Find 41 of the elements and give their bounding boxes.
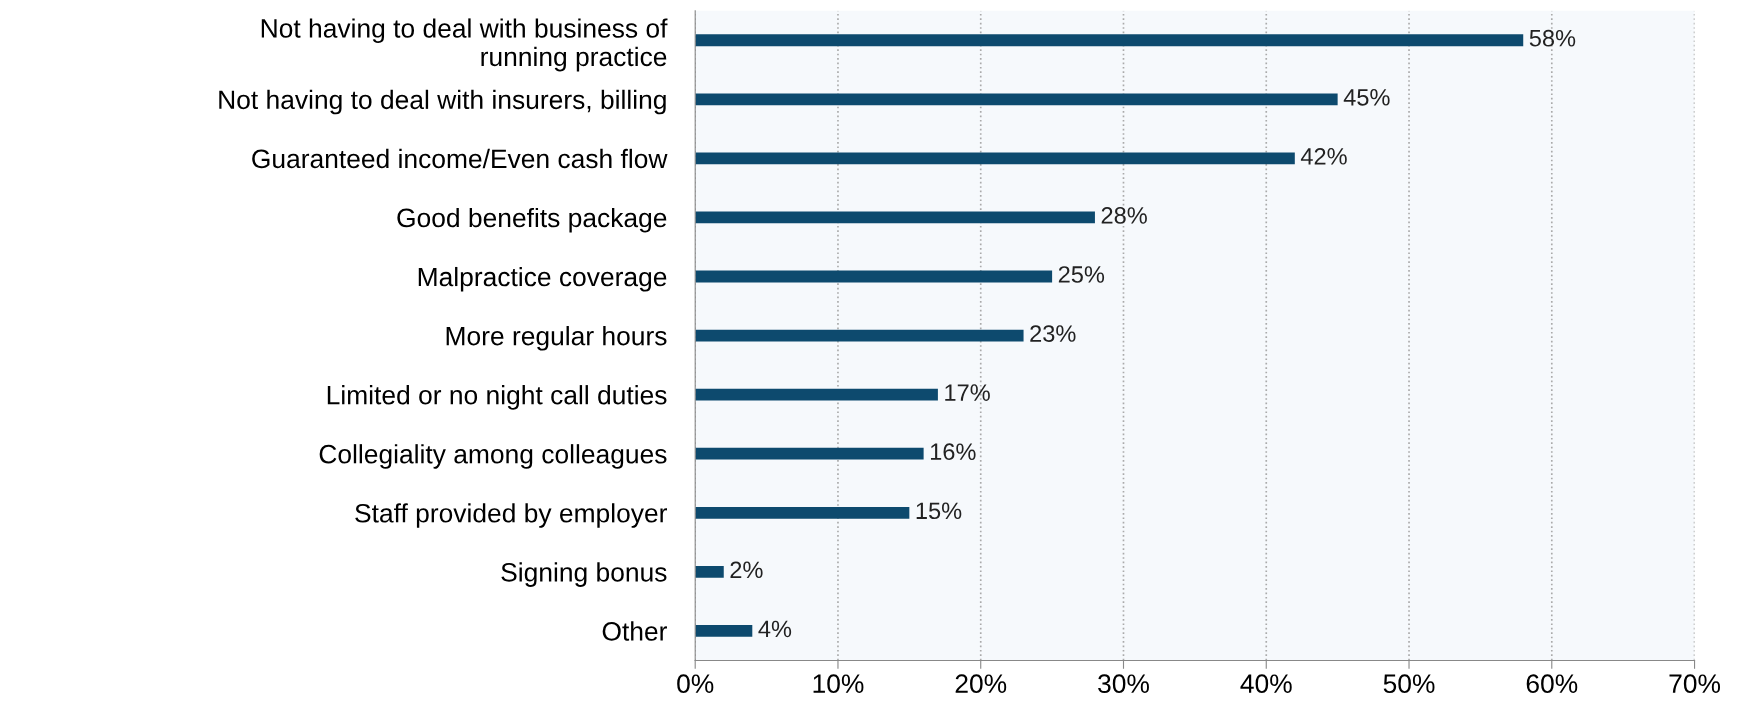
x-tick-label: 0% xyxy=(677,674,714,694)
bar xyxy=(695,211,1095,224)
y-tick-label: Guaranteed income/Even cash flow xyxy=(252,148,668,169)
bar xyxy=(695,93,1338,106)
data-label: 28% xyxy=(1101,207,1147,224)
x-tick-label: 60% xyxy=(1526,674,1578,694)
bar xyxy=(695,565,724,578)
y-tick-label: Collegiality among colleagues xyxy=(319,444,667,469)
y-tick-label: More regular hours xyxy=(446,326,667,351)
data-label: 58% xyxy=(1529,29,1576,47)
x-tick-label: 30% xyxy=(1098,674,1149,694)
y-tick-label: Staff provided by employer xyxy=(355,503,668,528)
data-label: 15% xyxy=(916,502,962,520)
x-tick-label: 40% xyxy=(1240,674,1292,694)
bar xyxy=(695,625,753,637)
data-label: 42% xyxy=(1300,148,1347,165)
bar xyxy=(695,447,924,460)
bar xyxy=(695,329,1024,342)
bar xyxy=(695,388,938,401)
x-tick-label: 20% xyxy=(955,674,1007,694)
y-tick-label: Not having to deal with insurers, billing xyxy=(219,89,666,115)
data-label: 17% xyxy=(945,384,990,401)
y-tick-label: Signing bonus xyxy=(501,562,667,587)
data-label: 25% xyxy=(1058,266,1105,283)
y-tick-label: Not having to deal with business of running practice xyxy=(261,18,668,72)
y-tick-label: Limited or no night call duties xyxy=(327,385,667,410)
data-label: 4% xyxy=(758,620,792,638)
x-tick-label: 70% xyxy=(1669,674,1721,694)
data-label: 45% xyxy=(1343,89,1390,106)
data-label: 2% xyxy=(730,561,763,579)
bar xyxy=(695,506,910,519)
bar xyxy=(695,152,1295,165)
data-label: 23% xyxy=(1030,325,1076,342)
y-tick-label: Good benefits package xyxy=(397,207,667,233)
bar xyxy=(695,34,1524,47)
y-tick-label: Other xyxy=(602,621,667,641)
x-tick-label: 10% xyxy=(813,674,864,694)
data-label: 16% xyxy=(930,443,976,461)
bar xyxy=(695,270,1053,283)
x-tick-label: 50% xyxy=(1383,674,1435,694)
y-tick-label: Malpractice coverage xyxy=(418,266,667,292)
